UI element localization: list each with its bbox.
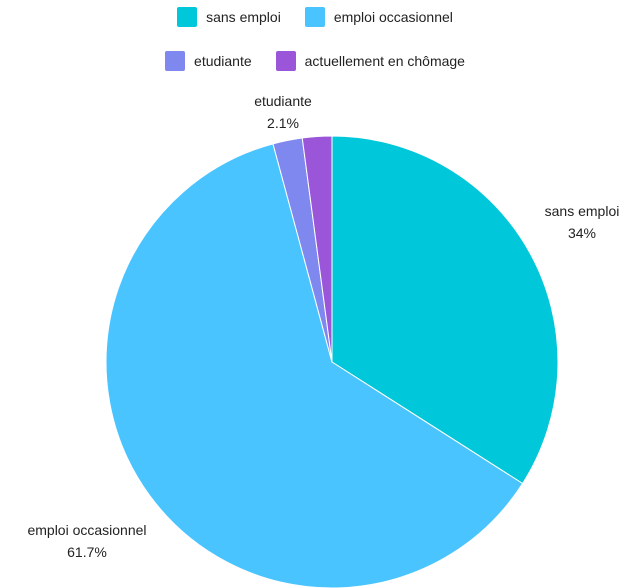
pie-slice-emploi-occasionnel[interactable] [105, 143, 524, 588]
legend-label-emploi-occasionnel: emploi occasionnel [333, 9, 453, 25]
slice-value-sans-emploi: 34% [568, 225, 596, 241]
legend-row-2: etudiante actuellement en chômage [0, 51, 630, 71]
legend-label-etudiante: etudiante [194, 53, 252, 69]
slice-label-etudiante: etudiante [254, 93, 312, 109]
legend-item-sans-emploi[interactable]: sans emploi [177, 7, 281, 27]
legend-row-1: sans emploi emploi occasionnel [0, 7, 630, 27]
legend-item-emploi-occasionnel[interactable]: emploi occasionnel [304, 7, 453, 27]
pie-slice-sans-emploi[interactable] [331, 135, 559, 485]
legend-label-actuellement-en-chomage: actuellement en chômage [304, 53, 465, 69]
legend-item-actuellement-en-chomage[interactable]: actuellement en chômage [275, 51, 465, 71]
legend-swatch-sans-emploi [177, 7, 198, 27]
slice-label-emploi-occasionnel: emploi occasionnel [27, 522, 146, 538]
legend-swatch-emploi-occasionnel [304, 7, 325, 27]
slice-value-etudiante: 2.1% [267, 115, 299, 131]
slice-value-emploi-occasionnel: 61.7% [67, 544, 107, 560]
slice-label-sans-emploi: sans emploi [545, 203, 620, 219]
legend-item-etudiante[interactable]: etudiante [165, 51, 252, 71]
pie-slice-actuellement-en-chomage[interactable] [301, 135, 333, 363]
legend-label-sans-emploi: sans emploi [206, 9, 281, 25]
legend-swatch-actuellement-en-chomage [275, 51, 296, 71]
legend-swatch-etudiante [165, 51, 186, 71]
